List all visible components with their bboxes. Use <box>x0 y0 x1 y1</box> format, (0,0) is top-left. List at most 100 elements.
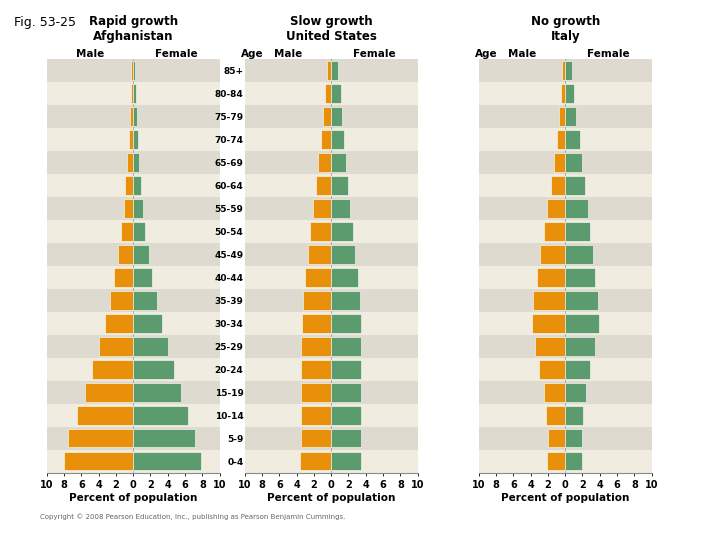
Bar <box>315 176 331 195</box>
Bar <box>302 291 331 310</box>
Text: Age: Age <box>241 49 264 59</box>
Bar <box>47 83 220 105</box>
Bar <box>321 130 331 149</box>
Bar <box>565 360 590 379</box>
Bar <box>479 220 652 243</box>
Bar <box>133 314 162 333</box>
Bar <box>301 360 331 379</box>
Bar <box>546 406 565 424</box>
Bar <box>245 449 418 472</box>
X-axis label: Percent of population: Percent of population <box>267 493 395 503</box>
Bar <box>133 84 136 103</box>
Bar <box>133 199 143 218</box>
Bar <box>479 404 652 427</box>
Bar <box>133 451 201 470</box>
Bar <box>245 105 418 128</box>
Bar <box>479 129 652 151</box>
Title: Rapid growth
Afghanistan: Rapid growth Afghanistan <box>89 15 178 43</box>
Bar <box>124 199 133 218</box>
Bar <box>327 62 331 80</box>
Text: Female: Female <box>155 49 198 59</box>
Bar <box>133 429 195 448</box>
Bar <box>331 383 361 402</box>
Bar <box>245 289 418 312</box>
X-axis label: Percent of population: Percent of population <box>69 493 197 503</box>
Bar <box>565 268 595 287</box>
Bar <box>479 151 652 174</box>
Bar <box>554 153 565 172</box>
Bar <box>565 314 599 333</box>
Bar <box>331 429 361 448</box>
Bar <box>565 383 586 402</box>
Bar <box>325 84 331 103</box>
Bar <box>331 84 341 103</box>
Text: Male: Male <box>76 49 104 59</box>
Bar <box>331 245 356 264</box>
Bar <box>47 357 220 381</box>
Bar <box>245 427 418 449</box>
Bar <box>331 360 361 379</box>
Text: Female: Female <box>587 49 630 59</box>
X-axis label: Percent of population: Percent of population <box>501 493 629 503</box>
Title: No growth
Italy: No growth Italy <box>531 15 600 43</box>
Bar <box>551 176 565 195</box>
Bar <box>479 357 652 381</box>
Bar <box>301 406 331 424</box>
Bar <box>331 199 350 218</box>
Bar <box>479 312 652 335</box>
Bar <box>301 429 331 448</box>
Bar <box>47 289 220 312</box>
Bar <box>47 427 220 449</box>
Bar <box>565 451 582 470</box>
Bar <box>47 105 220 128</box>
Bar <box>331 222 353 241</box>
Bar <box>133 107 137 126</box>
Bar <box>133 383 181 402</box>
Bar <box>565 222 590 241</box>
Bar <box>245 357 418 381</box>
Bar <box>91 360 133 379</box>
Bar <box>479 381 652 404</box>
Bar <box>104 314 133 333</box>
Bar <box>561 84 565 103</box>
Bar <box>245 129 418 151</box>
Bar <box>132 62 133 80</box>
Bar <box>310 222 331 241</box>
Bar <box>479 427 652 449</box>
Bar <box>85 383 133 402</box>
Bar <box>331 268 358 287</box>
Text: Female: Female <box>353 49 396 59</box>
Bar <box>47 312 220 335</box>
Bar <box>133 176 141 195</box>
Bar <box>331 153 346 172</box>
Bar <box>308 245 331 264</box>
Bar <box>245 312 418 335</box>
Bar <box>565 84 574 103</box>
Bar <box>47 243 220 266</box>
Bar <box>245 381 418 404</box>
Bar <box>539 360 565 379</box>
Bar <box>130 84 133 103</box>
Bar <box>479 197 652 220</box>
Bar <box>64 451 133 470</box>
Title: Slow growth
United States: Slow growth United States <box>286 15 377 43</box>
Bar <box>114 268 133 287</box>
Bar <box>565 245 593 264</box>
Bar <box>479 105 652 128</box>
Bar <box>47 404 220 427</box>
Bar <box>125 176 133 195</box>
Bar <box>245 151 418 174</box>
Bar <box>68 429 133 448</box>
Bar <box>479 449 652 472</box>
Bar <box>548 429 565 448</box>
Bar <box>565 199 588 218</box>
Bar <box>133 222 145 241</box>
Bar <box>331 107 343 126</box>
Bar <box>133 291 156 310</box>
Bar <box>99 337 133 356</box>
Bar <box>318 153 331 172</box>
Bar <box>129 130 133 149</box>
Bar <box>117 245 133 264</box>
Bar <box>479 289 652 312</box>
Bar <box>565 62 572 80</box>
